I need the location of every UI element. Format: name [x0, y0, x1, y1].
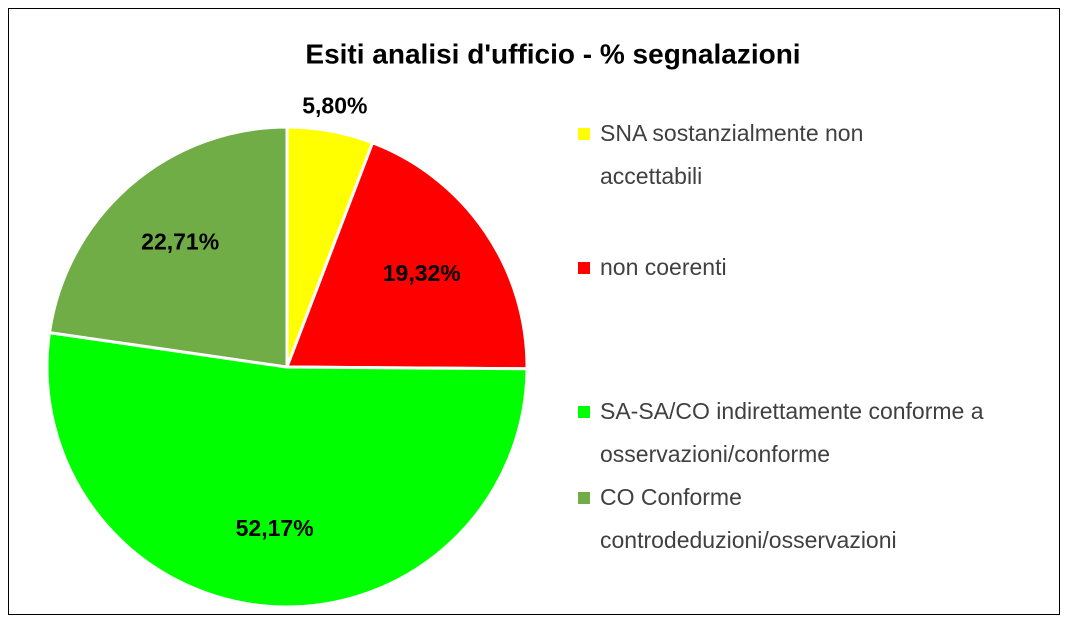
pie-slice — [284, 140, 529, 371]
legend-label: SA-SA/CO indirettamente conforme a osser… — [600, 398, 984, 467]
data-label: 5,80% — [302, 92, 367, 118]
legend-item: non coerenti — [578, 246, 1050, 289]
legend-label: CO Conforme controdeduzioni/osservazioni — [600, 484, 897, 553]
legend-label: SNA sostanzialmente non accettabili — [600, 120, 864, 189]
legend-swatch — [578, 262, 590, 274]
legend-item: SNA sostanzialmente non accettabili — [578, 112, 930, 198]
legend-swatch — [578, 128, 590, 140]
data-label: 19,32% — [383, 260, 461, 286]
legend-swatch — [578, 406, 590, 418]
legend-item: SA-SA/CO indirettamente conforme a osser… — [578, 390, 1050, 476]
data-label: 22,71% — [141, 229, 219, 255]
legend-swatch — [578, 492, 590, 504]
pie-slice — [45, 330, 529, 609]
pie-slice — [47, 125, 289, 369]
legend-label: non coerenti — [600, 254, 727, 280]
legend-item: CO Conforme controdeduzioni/osservazioni — [578, 476, 930, 562]
chart-title: Esiti analisi d'ufficio - % segnalazioni — [305, 38, 800, 69]
data-label: 52,17% — [236, 515, 314, 541]
